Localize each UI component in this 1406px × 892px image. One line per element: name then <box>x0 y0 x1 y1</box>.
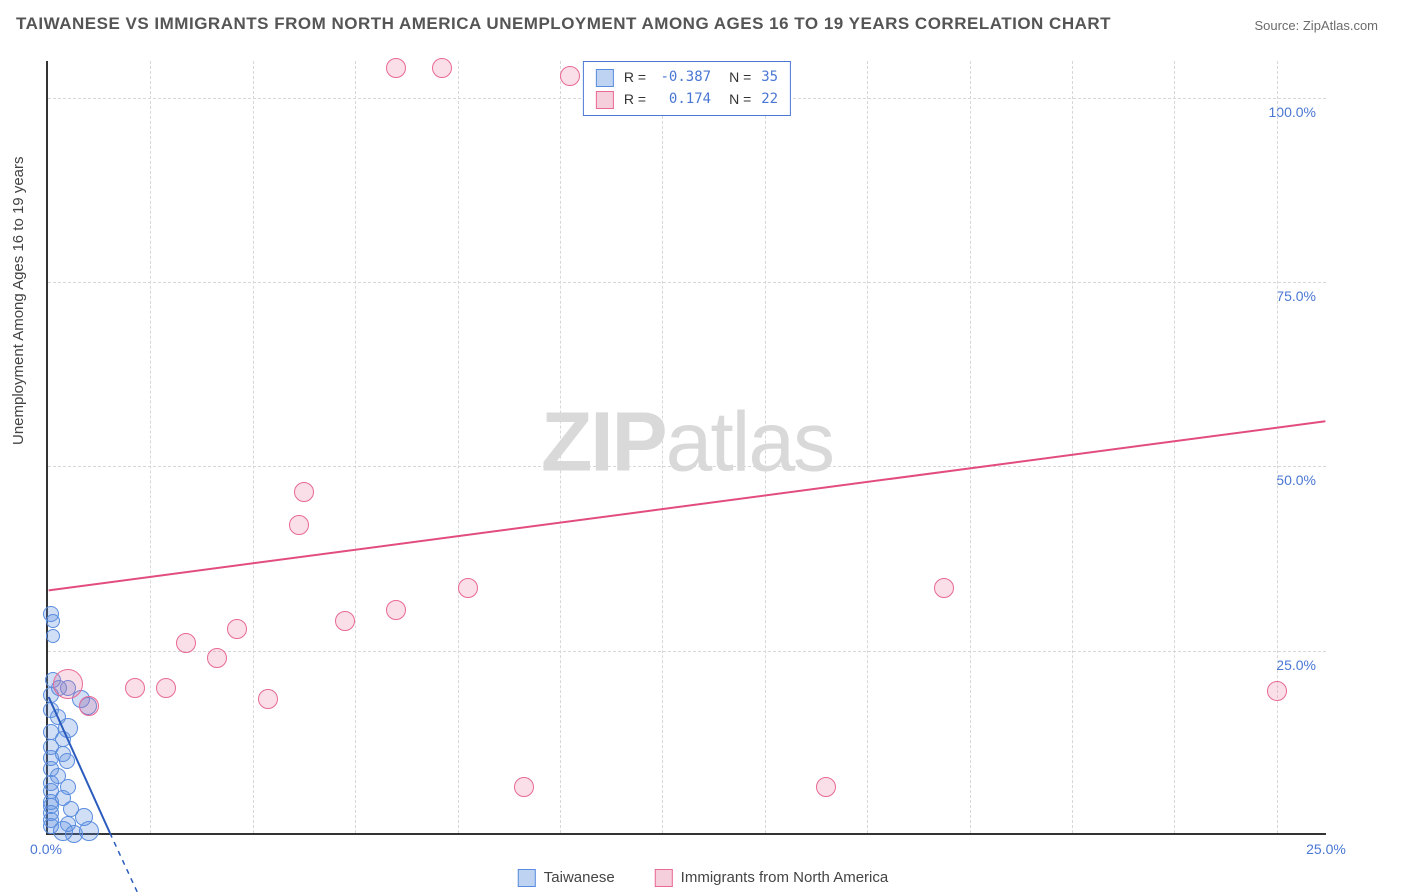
legend-label: Immigrants from North America <box>681 869 889 886</box>
y-tick-label: 50.0% <box>1276 472 1316 488</box>
data-point-immigrants_na <box>53 669 83 699</box>
r-label: R = <box>624 89 646 111</box>
grid-line-v <box>355 61 356 833</box>
r-label: R = <box>624 67 646 89</box>
data-point-immigrants_na <box>294 482 314 502</box>
grid-line-h <box>48 282 1326 283</box>
data-point-taiwanese <box>59 753 75 769</box>
corr-row-immigrants_na: R = 0.174 N = 22 <box>596 89 778 111</box>
legend-item-taiwanese: Taiwanese <box>518 869 615 887</box>
series-legend: Taiwanese Immigrants from North America <box>518 869 888 887</box>
data-point-immigrants_na <box>156 678 176 698</box>
data-point-taiwanese <box>65 825 83 843</box>
n-value: 22 <box>761 89 778 111</box>
n-value: 35 <box>761 67 778 89</box>
data-point-immigrants_na <box>458 578 478 598</box>
data-point-immigrants_na <box>258 689 278 709</box>
swatch-taiwanese <box>596 69 614 87</box>
y-tick-label: 100.0% <box>1269 104 1316 120</box>
grid-line-v <box>458 61 459 833</box>
swatch-immigrants_na <box>596 91 614 109</box>
grid-line-h <box>48 651 1326 652</box>
x-tick-label: 0.0% <box>30 841 62 857</box>
data-point-immigrants_na <box>227 619 247 639</box>
correlation-legend: R = -0.387 N = 35 R = 0.174 N = 22 <box>583 61 791 116</box>
data-point-taiwanese <box>46 614 60 628</box>
grid-line-v <box>1174 61 1175 833</box>
r-value: 0.174 <box>656 89 711 111</box>
n-label: N = <box>729 67 751 89</box>
data-point-immigrants_na <box>176 633 196 653</box>
watermark-rest: atlas <box>666 395 833 489</box>
data-point-immigrants_na <box>386 58 406 78</box>
watermark: ZIPatlas <box>541 394 833 491</box>
grid-line-v <box>1072 61 1073 833</box>
plot-area: ZIPatlas R = -0.387 N = 35 R = 0.174 N = 22 25… <box>46 61 1326 835</box>
y-tick-label: 25.0% <box>1276 657 1316 673</box>
chart-title: TAIWANESE VS IMMIGRANTS FROM NORTH AMERI… <box>16 14 1111 34</box>
data-point-taiwanese <box>46 629 60 643</box>
data-point-immigrants_na <box>289 515 309 535</box>
grid-line-v <box>867 61 868 833</box>
legend-item-immigrants_na: Immigrants from North America <box>655 869 889 887</box>
y-tick-label: 75.0% <box>1276 288 1316 304</box>
grid-line-v <box>253 61 254 833</box>
corr-row-taiwanese: R = -0.387 N = 35 <box>596 67 778 89</box>
data-point-immigrants_na <box>335 611 355 631</box>
data-point-immigrants_na <box>79 696 99 716</box>
data-point-immigrants_na <box>125 678 145 698</box>
grid-line-v <box>1277 61 1278 833</box>
grid-line-v <box>150 61 151 833</box>
data-point-immigrants_na <box>207 648 227 668</box>
swatch-immigrants_na <box>655 869 673 887</box>
watermark-bold: ZIP <box>541 395 666 489</box>
source-label: Source: ZipAtlas.com <box>1254 18 1378 33</box>
data-point-immigrants_na <box>816 777 836 797</box>
x-tick-label: 25.0% <box>1306 841 1346 857</box>
legend-label: Taiwanese <box>544 869 615 886</box>
data-point-immigrants_na <box>560 66 580 86</box>
data-point-immigrants_na <box>934 578 954 598</box>
data-point-immigrants_na <box>432 58 452 78</box>
data-point-immigrants_na <box>514 777 534 797</box>
n-label: N = <box>729 89 751 111</box>
data-point-immigrants_na <box>1267 681 1287 701</box>
y-axis-title: Unemployment Among Ages 16 to 19 years <box>10 156 27 445</box>
grid-line-v <box>970 61 971 833</box>
data-point-immigrants_na <box>386 600 406 620</box>
swatch-taiwanese <box>518 869 536 887</box>
r-value: -0.387 <box>656 67 711 89</box>
